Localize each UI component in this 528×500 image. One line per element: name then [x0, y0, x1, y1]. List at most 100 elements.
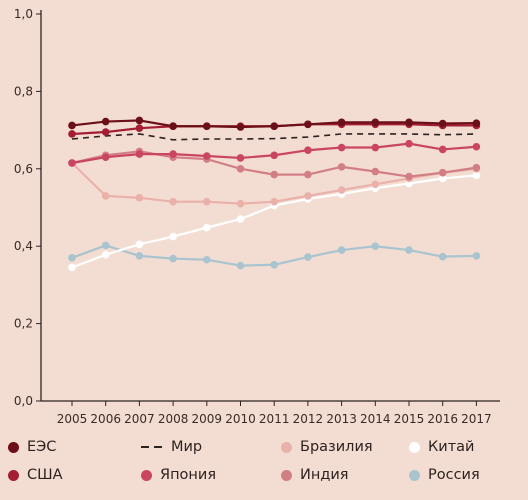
legend-item: Россия	[409, 466, 523, 484]
chart-legend: ЕЭС Мир Бразилия Китай США Япония Индия Россия	[8, 438, 523, 484]
series-Япония-point	[371, 143, 380, 152]
series-ЕЭС-point	[101, 117, 110, 126]
series-ЕЭС-point	[270, 122, 279, 131]
series-Япония-point	[203, 152, 211, 160]
series-Бразилия-point	[236, 199, 245, 208]
y-tick-label: 0,6	[14, 162, 33, 176]
series-Россия-point	[135, 252, 144, 260]
x-tick-label: 2005	[57, 412, 88, 426]
series-Индия-point	[270, 170, 279, 179]
legend-label: Бразилия	[300, 439, 373, 455]
series-Россия-point	[405, 246, 413, 254]
series-Бразилия-point	[337, 186, 346, 194]
series-Россия-point	[101, 241, 110, 250]
series-ЕЭС-point	[169, 122, 177, 131]
legend-item: Китай	[409, 438, 523, 456]
series-ЕЭС-point	[371, 118, 380, 127]
legend-item: Япония	[141, 466, 281, 484]
legend-label: Россия	[428, 467, 480, 483]
series-ЕЭС-point	[236, 123, 245, 131]
series-Индия-point	[371, 167, 380, 176]
series-Япония	[68, 139, 481, 167]
legend-item: США	[8, 466, 141, 484]
series-Япония-point	[270, 151, 279, 160]
series-Россия-point	[438, 252, 447, 261]
legend-label: ЕЭС	[27, 439, 57, 455]
legend-swatch	[281, 469, 292, 481]
series-Япония-point	[337, 143, 346, 152]
legend-item: Мир	[141, 438, 281, 456]
series-Китай-point	[169, 232, 177, 241]
legend-item: Индия	[281, 466, 409, 484]
series-Россия-point	[337, 246, 346, 254]
series-ЕЭС-point	[304, 120, 312, 129]
legend-item: Бразилия	[281, 438, 409, 456]
series-ЕЭС-point	[68, 121, 76, 130]
legend-label: Китай	[428, 439, 475, 455]
legend-swatch	[8, 441, 19, 453]
series-Мир	[71, 133, 477, 141]
series-ЕЭС-point	[472, 119, 481, 127]
x-tick-label: 2011	[259, 412, 290, 426]
series-Япония-point	[405, 139, 413, 148]
series-ЕЭС-point	[337, 118, 346, 127]
series-Япония-point	[135, 150, 144, 158]
series-Япония-point	[438, 145, 447, 154]
legend-swatch	[141, 442, 163, 453]
series-Япония-point	[169, 150, 177, 158]
legend-swatch	[409, 441, 420, 453]
series-Бразилия-point	[169, 197, 177, 206]
series-Япония-point	[68, 159, 76, 167]
x-tick-label: 2014	[360, 412, 391, 426]
series-Россия-point	[270, 260, 279, 269]
series-ЕЭС-point	[405, 118, 413, 127]
legend-label: Япония	[160, 467, 217, 483]
x-tick-label: 2006	[90, 412, 121, 426]
x-tick-label: 2009	[192, 412, 223, 426]
series-Япония-point	[236, 154, 245, 162]
x-tick-label: 2007	[124, 412, 155, 426]
series-Индия-point	[236, 165, 245, 173]
series-ЕЭС-point	[203, 122, 211, 131]
series-Россия-point	[236, 261, 245, 270]
x-tick-label: 2008	[158, 412, 189, 426]
series-Россия-point	[169, 254, 177, 263]
series-Япония-point	[472, 142, 481, 151]
y-tick-label: 0,0	[14, 394, 33, 408]
series-США-point	[68, 130, 76, 138]
series-Бразилия-point	[203, 197, 211, 206]
series-Россия-point	[203, 255, 211, 264]
x-tick-label: 2017	[461, 412, 492, 426]
series-Япония-point	[101, 153, 110, 161]
y-tick-label: 0,2	[14, 317, 33, 331]
series-Бразилия-point	[135, 194, 144, 202]
series-Индия-point	[405, 172, 413, 181]
x-tick-label: 2012	[293, 412, 324, 426]
legend-item: ЕЭС	[8, 438, 141, 456]
series-Россия-point	[304, 253, 312, 261]
series-Мир-line	[71, 133, 477, 141]
series-Бразилия-point	[304, 192, 312, 200]
series-США-point	[135, 124, 144, 132]
series-Россия-point	[472, 252, 481, 260]
legend-label: Индия	[300, 467, 349, 483]
series-США-point	[101, 128, 110, 136]
series-Индия-point	[438, 168, 447, 177]
series-ЕЭС-point	[135, 116, 144, 125]
series-Китай-point	[68, 263, 76, 272]
x-tick-label: 2016	[427, 412, 458, 426]
series-Россия-point	[68, 254, 76, 262]
legend-label: Мир	[171, 439, 203, 455]
series-Индия-point	[472, 163, 481, 172]
series-Япония-point	[304, 146, 312, 155]
series-Бразилия-point	[270, 197, 279, 206]
legend-swatch	[281, 441, 292, 453]
x-tick-label: 2010	[225, 412, 256, 426]
x-tick-label: 2013	[326, 412, 357, 426]
series-Бразилия	[68, 159, 481, 208]
series-Китай-point	[135, 240, 144, 249]
x-tick-label: 2015	[394, 412, 425, 426]
series-Китай-point	[438, 174, 447, 183]
